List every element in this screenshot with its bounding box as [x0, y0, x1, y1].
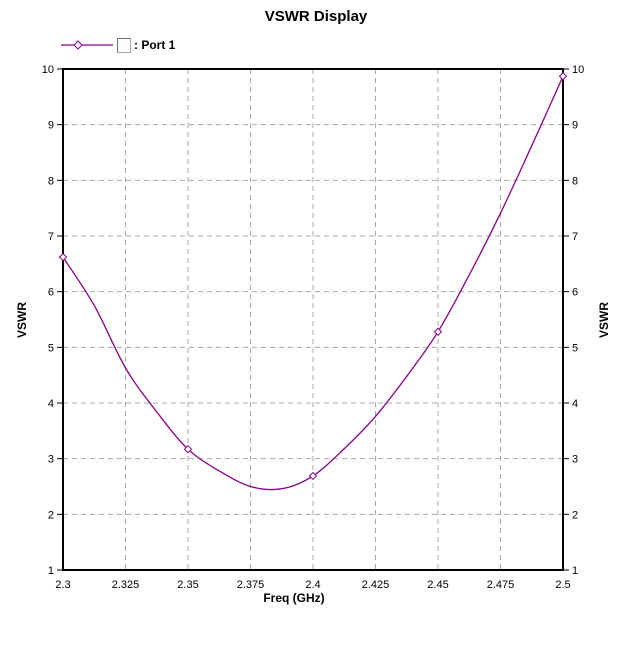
- chart-title: VSWR Display: [264, 8, 368, 25]
- x-tick-label: 2.475: [487, 579, 515, 591]
- y-tick-label-left: 3: [48, 454, 54, 466]
- y-tick-label-left: 10: [42, 64, 54, 76]
- data-point-diamond-icon: [58, 252, 68, 262]
- y-tick-label-left: 6: [48, 287, 54, 299]
- x-tick-label: 2.375: [237, 579, 265, 591]
- data-point-diamond-icon: [308, 471, 318, 481]
- x-tick-label: 2.35: [177, 579, 198, 591]
- axis-border: [62, 68, 564, 571]
- x-tick-label: 2.45: [427, 579, 448, 591]
- y-tick-label-right: 1: [572, 565, 578, 577]
- y-tick-label-right: 6: [572, 287, 578, 299]
- y-tick-label-right: 9: [572, 120, 578, 132]
- data-point-diamond-icon: [558, 72, 568, 81]
- legend-gamma-box-icon: [117, 37, 131, 53]
- y-tick-label-left: 7: [48, 231, 54, 243]
- x-tick-label: 2.4: [305, 579, 320, 591]
- plot-border: [62, 68, 564, 571]
- x-tick-label: 2.425: [362, 579, 390, 591]
- x-tick-label: 2.325: [112, 579, 140, 591]
- y-tick-label-left: 4: [48, 398, 54, 410]
- y-tick-label-right: 7: [572, 231, 578, 243]
- legend-line-sample: [61, 40, 113, 50]
- y-tick-label-right: 4: [572, 398, 578, 410]
- series-curve: [62, 75, 564, 491]
- y-tick-label-right: 3: [572, 454, 578, 466]
- y-tick-label-right: 5: [572, 342, 578, 354]
- series-port-1: [58, 72, 568, 491]
- x-axis-label: Freq (GHz): [263, 591, 325, 605]
- legend: : Port 1: [61, 36, 175, 54]
- gridlines: [63, 69, 563, 570]
- x-tick-label: 2.3: [55, 579, 70, 591]
- y-tick-label-left: 1: [48, 565, 54, 577]
- legend-label: : Port 1: [134, 38, 176, 52]
- tick-marks: [57, 68, 569, 571]
- y-tick-label-right: 2: [572, 509, 578, 521]
- y-tick-label-right: 8: [572, 175, 578, 187]
- y-tick-label-left: 8: [48, 175, 54, 187]
- tick-labels: 1 1 2 2 3 3 4 4 5 5 6 6 7 7 8 8 9 9 10 10 2.3 2.325 2.35 2.375 2…: [42, 64, 585, 591]
- data-point-diamond-icon: [433, 327, 443, 336]
- x-tick-label: 2.5: [555, 579, 570, 591]
- data-point-diamond-icon: [183, 444, 193, 454]
- y-tick-label-left: 2: [48, 509, 54, 521]
- y-tick-label-left: 5: [48, 342, 54, 354]
- legend-diamond-icon: [73, 40, 83, 50]
- y-tick-label-left: 9: [48, 120, 54, 132]
- y-tick-label-right: 10: [572, 64, 584, 76]
